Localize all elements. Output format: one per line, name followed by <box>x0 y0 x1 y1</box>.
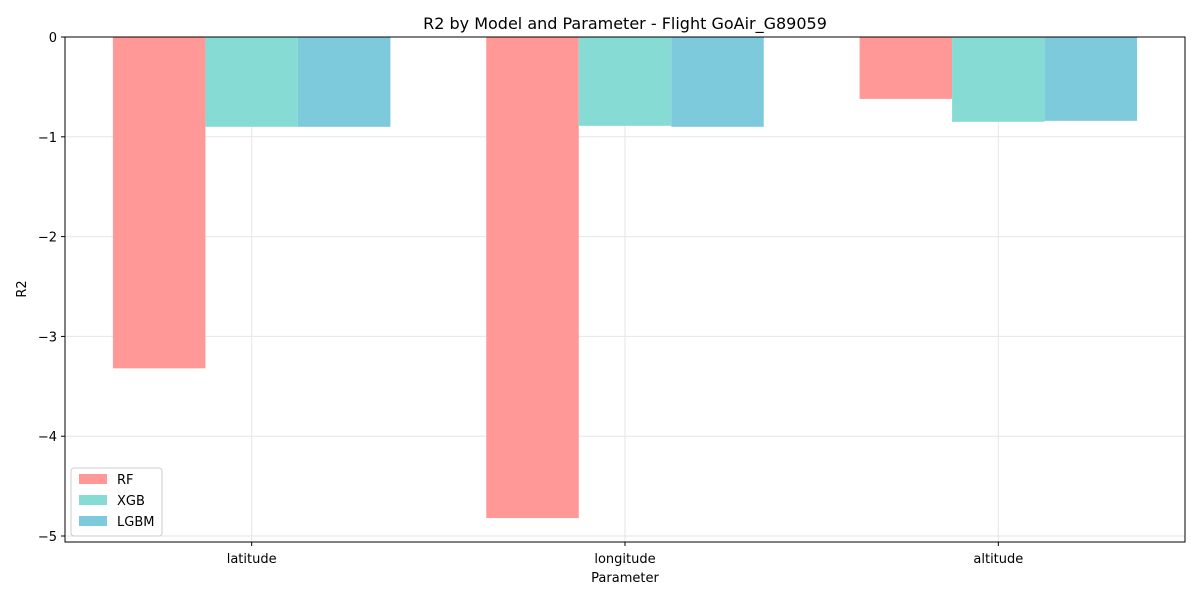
y-tick-label: 0 <box>49 31 57 46</box>
y-tick-label: −3 <box>38 330 57 345</box>
legend-swatch-xgb <box>79 495 107 505</box>
legend-swatch-lgbm <box>79 516 107 526</box>
chart-title: R2 by Model and Parameter - Flight GoAir… <box>423 14 827 34</box>
y-axis-label: R2 <box>15 280 30 297</box>
legend-label-lgbm: LGBM <box>117 515 154 530</box>
legend-label-xgb: XGB <box>117 494 145 509</box>
legend-swatch-rf <box>79 474 107 484</box>
ticks: 0 −1 −2 −3 −4 −5 latitude longitude altitude <box>38 31 1023 567</box>
bar-xgb-altitude <box>952 37 1045 122</box>
bar-lgbm-latitude <box>297 37 391 127</box>
y-tick-label: −1 <box>38 131 57 146</box>
bar-lgbm-longitude <box>671 37 764 127</box>
y-tick-label: −2 <box>38 231 57 246</box>
bar-rf-altitude <box>859 37 953 99</box>
legend-label-rf: RF <box>117 473 134 488</box>
y-tick-label: −4 <box>38 430 57 445</box>
bars <box>112 37 1138 519</box>
x-tick-label: latitude <box>227 552 277 567</box>
legend: RF XGB LGBM <box>70 467 163 537</box>
x-axis-label: Parameter <box>591 571 659 586</box>
bar-rf-latitude <box>112 37 206 369</box>
x-tick-label: longitude <box>594 552 655 567</box>
x-tick-label: altitude <box>973 552 1023 567</box>
bar-rf-longitude <box>486 37 579 519</box>
bar-xgb-latitude <box>205 37 298 127</box>
y-tick-label: −5 <box>38 530 57 545</box>
bar-xgb-longitude <box>578 37 672 126</box>
bar-lgbm-altitude <box>1044 37 1138 121</box>
